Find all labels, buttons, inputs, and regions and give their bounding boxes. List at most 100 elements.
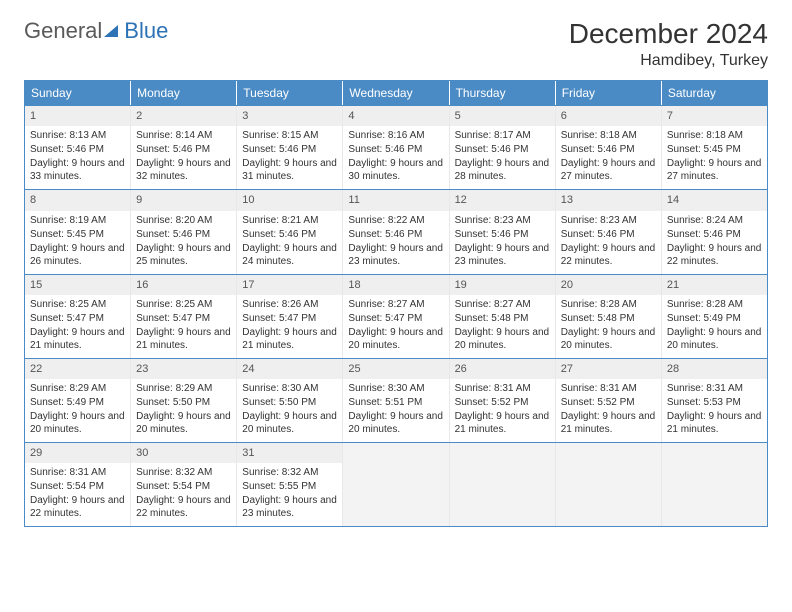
sunset-text: Sunset: 5:54 PM xyxy=(30,480,125,493)
sunset-text: Sunset: 5:46 PM xyxy=(242,228,337,241)
daylight-text: Daylight: 9 hours and 28 minutes. xyxy=(455,157,550,183)
day-number-row: 24 xyxy=(237,359,342,379)
daylight-text: Daylight: 9 hours and 24 minutes. xyxy=(242,242,337,268)
sunrise-text: Sunrise: 8:25 AM xyxy=(136,298,231,311)
day-number: 5 xyxy=(455,110,461,122)
day-cell: 19Sunrise: 8:27 AMSunset: 5:48 PMDayligh… xyxy=(450,275,556,358)
day-number-row: 16 xyxy=(131,275,236,295)
sunrise-text: Sunrise: 8:14 AM xyxy=(136,129,231,142)
day-header-cell: Tuesday xyxy=(237,81,343,105)
sunset-text: Sunset: 5:47 PM xyxy=(136,312,231,325)
sunset-text: Sunset: 5:46 PM xyxy=(561,228,656,241)
day-number: 19 xyxy=(455,279,467,291)
brand-text-blue: Blue xyxy=(124,21,168,41)
day-cell: 31 Sunrise: 8:32 AMSunset: 5:55 PMDayligh… xyxy=(237,443,343,526)
day-header-cell: Monday xyxy=(131,81,237,105)
day-number: 21 xyxy=(667,279,679,291)
daylight-text: Daylight: 9 hours and 20 minutes. xyxy=(348,326,443,352)
sunrise-text: Sunrise: 8:32 AM xyxy=(136,466,231,479)
daylight-text: Daylight: 9 hours and 22 minutes. xyxy=(561,242,656,268)
daylight-text: Daylight: 9 hours and 30 minutes. xyxy=(348,157,443,183)
day-number-row: 31 xyxy=(237,443,342,463)
sunrise-text: Sunrise: 8:24 AM xyxy=(667,214,762,227)
day-header-cell: Sunday xyxy=(25,81,131,105)
day-number: 1 xyxy=(30,110,36,122)
sunrise-text: Sunrise: 8:21 AM xyxy=(242,214,337,227)
sunset-text: Sunset: 5:55 PM xyxy=(242,480,337,493)
daylight-text: Daylight: 9 hours and 26 minutes. xyxy=(30,242,125,268)
sunset-text: Sunset: 5:46 PM xyxy=(667,228,762,241)
sunrise-text: Sunrise: 8:26 AM xyxy=(242,298,337,311)
day-header-cell: Wednesday xyxy=(343,81,449,105)
sunset-text: Sunset: 5:46 PM xyxy=(348,143,443,156)
day-number: 6 xyxy=(561,110,567,122)
sunset-text: Sunset: 5:45 PM xyxy=(667,143,762,156)
day-number-row: 9 xyxy=(131,190,236,210)
daylight-text: Daylight: 9 hours and 27 minutes. xyxy=(561,157,656,183)
day-cell xyxy=(343,443,449,526)
day-header-cell: Saturday xyxy=(662,81,767,105)
daylight-text: Daylight: 9 hours and 21 minutes. xyxy=(455,410,550,436)
sunset-text: Sunset: 5:50 PM xyxy=(136,396,231,409)
sunset-text: Sunset: 5:52 PM xyxy=(561,396,656,409)
day-number-row: 14 xyxy=(662,190,767,210)
day-number-row: 12 xyxy=(450,190,555,210)
day-number-row: 18 xyxy=(343,275,448,295)
sunrise-text: Sunrise: 8:23 AM xyxy=(455,214,550,227)
day-number-row: 27 xyxy=(556,359,661,379)
daylight-text: Daylight: 9 hours and 23 minutes. xyxy=(455,242,550,268)
daylight-text: Daylight: 9 hours and 22 minutes. xyxy=(667,242,762,268)
day-cell: 26Sunrise: 8:31 AMSunset: 5:52 PMDayligh… xyxy=(450,359,556,442)
daylight-text: Daylight: 9 hours and 21 minutes. xyxy=(242,326,337,352)
day-header-row: SundayMondayTuesdayWednesdayThursdayFrid… xyxy=(25,81,767,105)
daylight-text: Daylight: 9 hours and 20 minutes. xyxy=(561,326,656,352)
day-number: 12 xyxy=(455,194,467,206)
day-number-row: 4 xyxy=(343,106,448,126)
sunset-text: Sunset: 5:46 PM xyxy=(136,228,231,241)
daylight-text: Daylight: 9 hours and 23 minutes. xyxy=(242,494,337,520)
day-cell xyxy=(662,443,767,526)
sunset-text: Sunset: 5:51 PM xyxy=(348,396,443,409)
daylight-text: Daylight: 9 hours and 33 minutes. xyxy=(30,157,125,183)
day-cell: 3Sunrise: 8:15 AMSunset: 5:46 PMDaylight… xyxy=(237,106,343,189)
sunset-text: Sunset: 5:49 PM xyxy=(30,396,125,409)
day-cell xyxy=(556,443,662,526)
sunrise-text: Sunrise: 8:31 AM xyxy=(561,382,656,395)
daylight-text: Daylight: 9 hours and 20 minutes. xyxy=(30,410,125,436)
day-number: 22 xyxy=(30,363,42,375)
page-header: General Blue December 2024 Hamdibey, Tur… xyxy=(24,18,768,70)
day-cell: 4Sunrise: 8:16 AMSunset: 5:46 PMDaylight… xyxy=(343,106,449,189)
day-cell: 28Sunrise: 8:31 AMSunset: 5:53 PMDayligh… xyxy=(662,359,767,442)
day-number-row: 3 xyxy=(237,106,342,126)
day-number-row: 15 xyxy=(25,275,130,295)
sunrise-text: Sunrise: 8:32 AM xyxy=(242,466,337,479)
day-cell: 14 Sunrise: 8:24 AMSunset: 5:46 PMDayligh… xyxy=(662,190,767,273)
day-number-row: 22 xyxy=(25,359,130,379)
day-number: 25 xyxy=(348,363,360,375)
day-cell: 15Sunrise: 8:25 AMSunset: 5:47 PMDayligh… xyxy=(25,275,131,358)
sunset-text: Sunset: 5:47 PM xyxy=(348,312,443,325)
day-number: 18 xyxy=(348,279,360,291)
day-cell: 22Sunrise: 8:29 AMSunset: 5:49 PMDayligh… xyxy=(25,359,131,442)
sunrise-text: Sunrise: 8:30 AM xyxy=(242,382,337,395)
day-number: 9 xyxy=(136,194,142,206)
sunrise-text: Sunrise: 8:25 AM xyxy=(30,298,125,311)
title-block: December 2024 Hamdibey, Turkey xyxy=(569,18,768,70)
day-header-cell: Friday xyxy=(556,81,662,105)
weeks-container: 1Sunrise: 8:13 AMSunset: 5:46 PMDaylight… xyxy=(25,105,767,526)
sunset-text: Sunset: 5:50 PM xyxy=(242,396,337,409)
day-cell: 8Sunrise: 8:19 AMSunset: 5:45 PMDaylight… xyxy=(25,190,131,273)
daylight-text: Daylight: 9 hours and 31 minutes. xyxy=(242,157,337,183)
day-cell: 7Sunrise: 8:18 AMSunset: 5:45 PMDaylight… xyxy=(662,106,767,189)
sunrise-text: Sunrise: 8:27 AM xyxy=(348,298,443,311)
day-number-row: 29 xyxy=(25,443,130,463)
day-cell: 5Sunrise: 8:17 AMSunset: 5:46 PMDaylight… xyxy=(450,106,556,189)
day-cell: 16Sunrise: 8:25 AMSunset: 5:47 PMDayligh… xyxy=(131,275,237,358)
day-number: 31 xyxy=(242,447,254,459)
sunset-text: Sunset: 5:49 PM xyxy=(667,312,762,325)
sunset-text: Sunset: 5:47 PM xyxy=(30,312,125,325)
sunrise-text: Sunrise: 8:31 AM xyxy=(30,466,125,479)
day-number-row: 13 xyxy=(556,190,661,210)
day-number-row: 25 xyxy=(343,359,448,379)
day-number: 7 xyxy=(667,110,673,122)
